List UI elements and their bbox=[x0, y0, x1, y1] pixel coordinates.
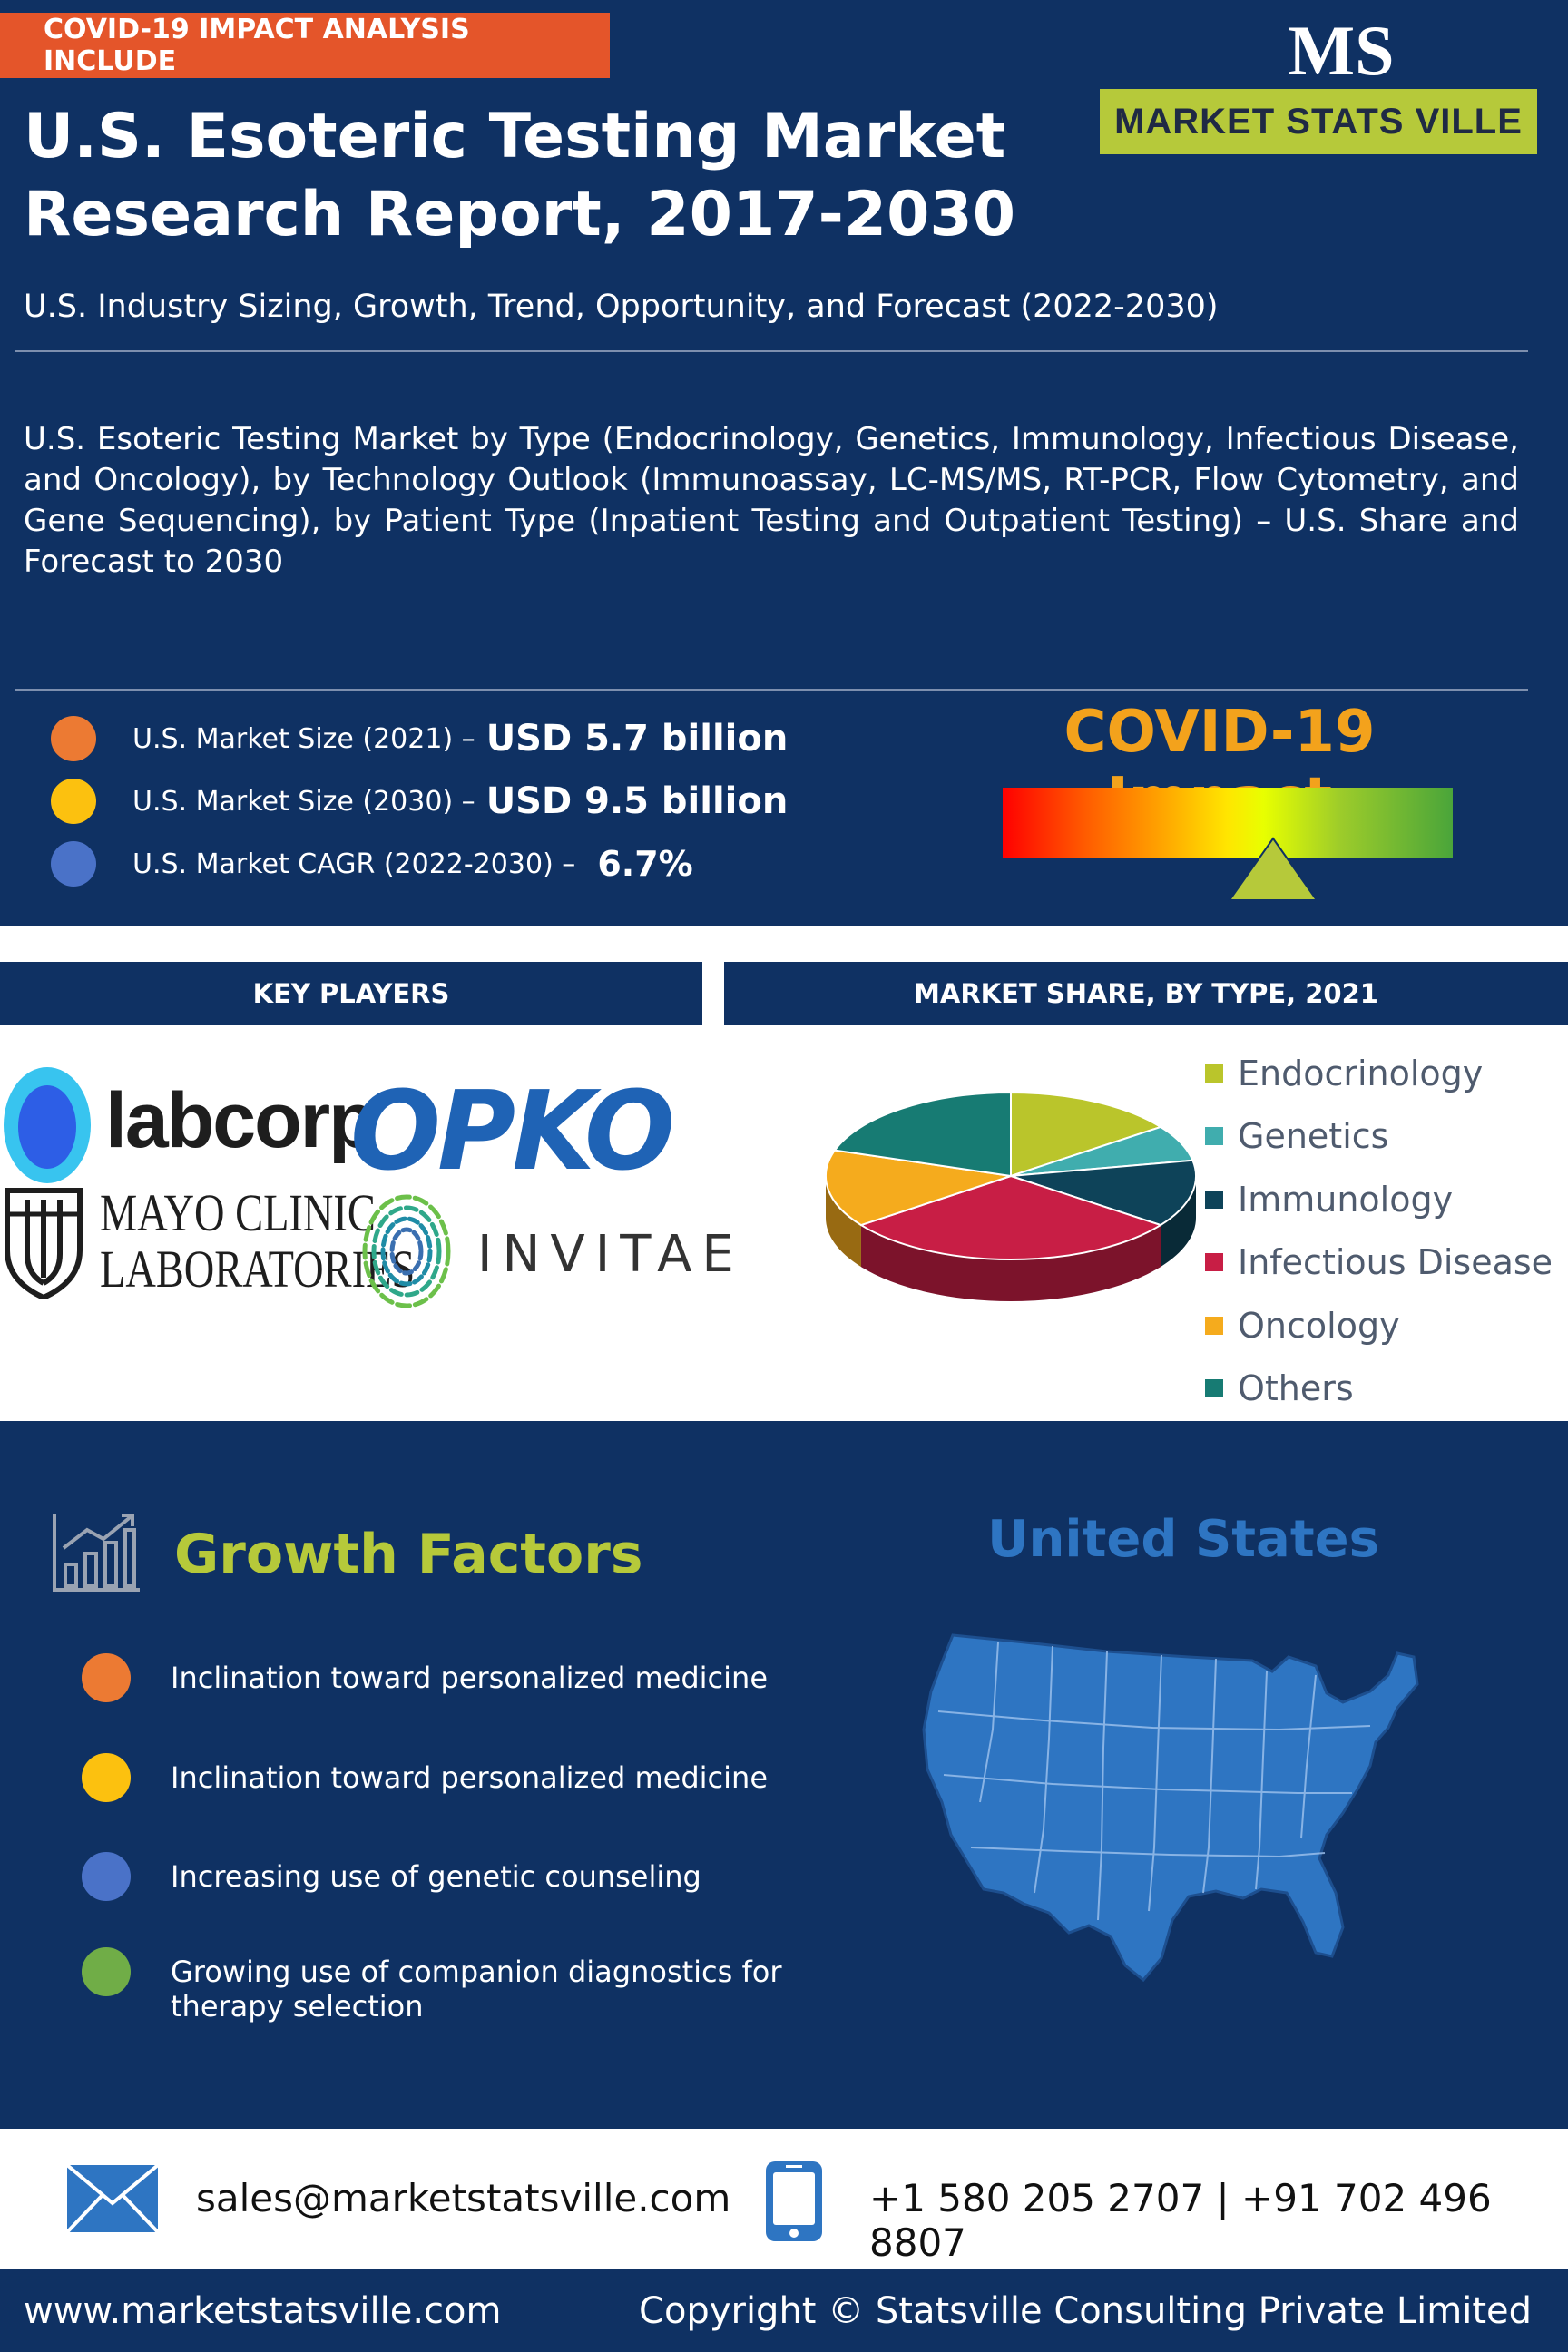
growth-factor-text: Growing use of companion diagnostics for… bbox=[171, 1955, 782, 2024]
legend-label: Others bbox=[1238, 1368, 1354, 1409]
stat-label: U.S. Market CAGR (2022-2030) – bbox=[132, 848, 576, 880]
covid-analysis-tag: COVID-19 IMPACT ANALYSIS INCLUDE bbox=[0, 13, 610, 78]
contact-phone[interactable]: +1 580 205 2707 | +91 702 496 8807 bbox=[869, 2176, 1492, 2265]
footer-website-link[interactable]: www.marketstatsville.com bbox=[24, 2290, 502, 2332]
legend-swatch bbox=[1205, 1379, 1223, 1398]
brand-logo: MARKET STATS VILLE bbox=[1100, 89, 1537, 154]
legend-item: Infectious Disease bbox=[1205, 1231, 1553, 1295]
key-players-heading: KEY PLAYERS bbox=[0, 962, 702, 1025]
pie-slice-oncology bbox=[825, 1149, 1012, 1227]
stat-value: USD 5.7 billion bbox=[485, 718, 789, 760]
logo-letters: MS bbox=[1289, 15, 1395, 87]
united-states-title: United States bbox=[987, 1510, 1379, 1569]
legend-item: Endocrinology bbox=[1205, 1042, 1553, 1105]
stat-bullet-icon bbox=[51, 779, 96, 824]
stat-bullet-icon bbox=[51, 716, 96, 761]
growth-factors-title: Growth Factors bbox=[174, 1523, 643, 1586]
legend-swatch bbox=[1205, 1190, 1223, 1209]
us-map-icon bbox=[922, 1633, 1419, 1983]
divider-middle bbox=[15, 689, 1528, 691]
pie-slice-others bbox=[833, 1091, 1012, 1178]
labcorp-logo-text: labcorp bbox=[105, 1077, 377, 1164]
legend-swatch bbox=[1205, 1063, 1223, 1083]
market-share-pie-chart bbox=[825, 1091, 1197, 1301]
growth-factor-item: Inclination toward personalized medicine bbox=[82, 1653, 880, 1702]
stat-value: 6.7% bbox=[597, 844, 693, 884]
mayo-shield-icon bbox=[5, 1188, 83, 1299]
covid-impact-gauge bbox=[1003, 788, 1453, 858]
stat-label: U.S. Market Size (2030) – bbox=[132, 785, 475, 818]
legend-label: Oncology bbox=[1238, 1305, 1400, 1346]
page-title: U.S. Esoteric Testing Market Research Re… bbox=[24, 98, 1040, 254]
opko-logo-text: OPKO bbox=[350, 1069, 675, 1195]
legend-label: Immunology bbox=[1238, 1179, 1454, 1220]
legend-item: Immunology bbox=[1205, 1168, 1553, 1231]
growth-factor-item: Growing use of companion diagnostics for… bbox=[82, 1947, 880, 2024]
title-line-2: Research Report, 2017-2030 bbox=[24, 179, 1016, 250]
legend-item: Oncology bbox=[1205, 1294, 1553, 1357]
contact-email[interactable]: sales@marketstatsville.com bbox=[196, 2176, 731, 2220]
ms-logo-icon: MS bbox=[1289, 15, 1395, 87]
growth-factor-item: Increasing use of genetic counseling bbox=[82, 1852, 880, 1901]
pie-slice-side bbox=[826, 1176, 861, 1268]
legend-label: Infectious Disease bbox=[1238, 1242, 1553, 1283]
phone-icon bbox=[766, 2161, 822, 2241]
stat-label: U.S. Market Size (2021) – bbox=[132, 722, 475, 755]
pie-slices bbox=[825, 1091, 1197, 1260]
mail-icon bbox=[65, 2163, 160, 2234]
growth-factor-item: Inclination toward personalized medicine bbox=[82, 1753, 880, 1802]
report-description: U.S. Esoteric Testing Market by Type (En… bbox=[24, 421, 1519, 580]
labcorp-logo-inner bbox=[18, 1085, 76, 1169]
pie-slice-infectious-disease bbox=[858, 1174, 1163, 1260]
invitae-logo-text: INVITAE bbox=[477, 1225, 744, 1284]
divider-top bbox=[15, 350, 1528, 352]
stat-market-size-2021: U.S. Market Size (2021) – USD 5.7 billio… bbox=[51, 711, 788, 766]
mayo-line-2: LABORATORIES bbox=[100, 1240, 416, 1298]
footer-copyright: Copyright © Statsville Consulting Privat… bbox=[639, 2290, 1532, 2332]
growth-bullet-icon bbox=[82, 1947, 131, 1996]
title-line-1: U.S. Esoteric Testing Market bbox=[24, 101, 1006, 172]
mayo-clinic-logo-text: MAYO CLINIC LABORATORIES bbox=[100, 1185, 415, 1298]
growth-factor-text: Inclination toward personalized medicine bbox=[171, 1661, 768, 1695]
mayo-line-1: MAYO CLINIC bbox=[100, 1183, 376, 1242]
pie-slice-side bbox=[860, 1225, 1161, 1301]
growth-factor-text: Increasing use of genetic counseling bbox=[171, 1859, 701, 1894]
stat-value: USD 9.5 billion bbox=[485, 780, 789, 822]
legend-swatch bbox=[1205, 1316, 1223, 1335]
gauge-pointer-icon bbox=[1227, 837, 1318, 901]
invitae-swirl-icon bbox=[362, 1194, 451, 1308]
stat-market-size-2030: U.S. Market Size (2030) – USD 9.5 billio… bbox=[51, 774, 788, 828]
report-subtitle: U.S. Industry Sizing, Growth, Trend, Opp… bbox=[24, 289, 1219, 325]
growth-bullet-icon bbox=[82, 1753, 131, 1802]
stat-market-cagr: U.S. Market CAGR (2022-2030) – 6.7% bbox=[51, 837, 693, 891]
legend-item: Genetics bbox=[1205, 1105, 1553, 1169]
legend-item: Others bbox=[1205, 1357, 1553, 1421]
growth-chart-icon bbox=[53, 1514, 140, 1592]
pie-legend: Endocrinology Genetics Immunology Infectiou… bbox=[1205, 1042, 1553, 1420]
legend-label: Genetics bbox=[1238, 1116, 1389, 1157]
legend-swatch bbox=[1205, 1127, 1223, 1146]
pie-slice-immunology bbox=[1010, 1159, 1197, 1227]
legend-label: Endocrinology bbox=[1238, 1053, 1484, 1093]
market-share-heading: MARKET SHARE, BY TYPE, 2021 bbox=[724, 962, 1568, 1025]
pie-3d-sides bbox=[826, 1176, 1196, 1301]
pie-slice-endocrinology bbox=[1010, 1091, 1163, 1178]
pie-slice-side bbox=[1161, 1176, 1196, 1268]
growth-factor-text: Inclination toward personalized medicine bbox=[171, 1760, 768, 1795]
growth-bullet-icon bbox=[82, 1852, 131, 1901]
stat-bullet-icon bbox=[51, 841, 96, 887]
legend-swatch bbox=[1205, 1253, 1223, 1272]
growth-bullet-icon bbox=[82, 1653, 131, 1702]
